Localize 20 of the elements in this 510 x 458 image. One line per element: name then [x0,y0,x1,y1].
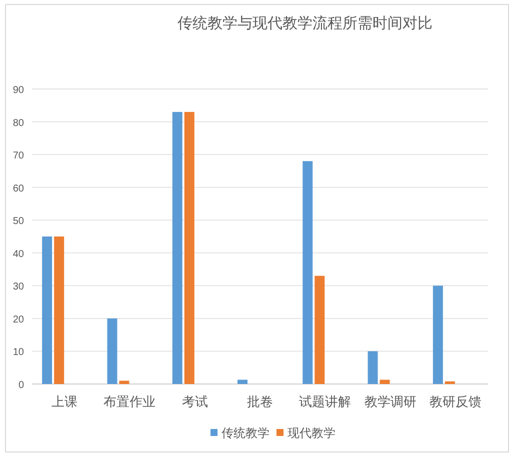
x-tick-label: 试题讲解 [299,394,352,409]
y-tick-label: 0 [18,380,24,391]
x-tick-label: 教研反馈 [429,394,482,409]
x-tick-label: 批卷 [247,394,273,409]
legend-label: 现代教学 [288,426,336,440]
x-tick-label: 教学调研 [364,394,416,409]
x-tick-label: 布置作业 [104,394,156,409]
y-tick-label: 80 [12,118,24,129]
y-tick-label: 10 [12,347,24,358]
x-tick-label: 上课 [52,394,78,409]
chart-title: 传统教学与现代教学流程所需时间对比 [178,15,432,32]
y-tick-label: 40 [12,248,24,260]
y-tick-label: 50 [12,216,24,228]
legend-label: 传统教学 [222,426,270,440]
y-tick-label: 90 [12,85,24,96]
x-tick-label: 考试 [182,394,208,409]
y-tick-label: 30 [12,282,24,293]
y-tick-label: 20 [12,314,24,326]
y-tick-label: 60 [12,183,24,194]
y-tick-label: 70 [12,150,24,162]
